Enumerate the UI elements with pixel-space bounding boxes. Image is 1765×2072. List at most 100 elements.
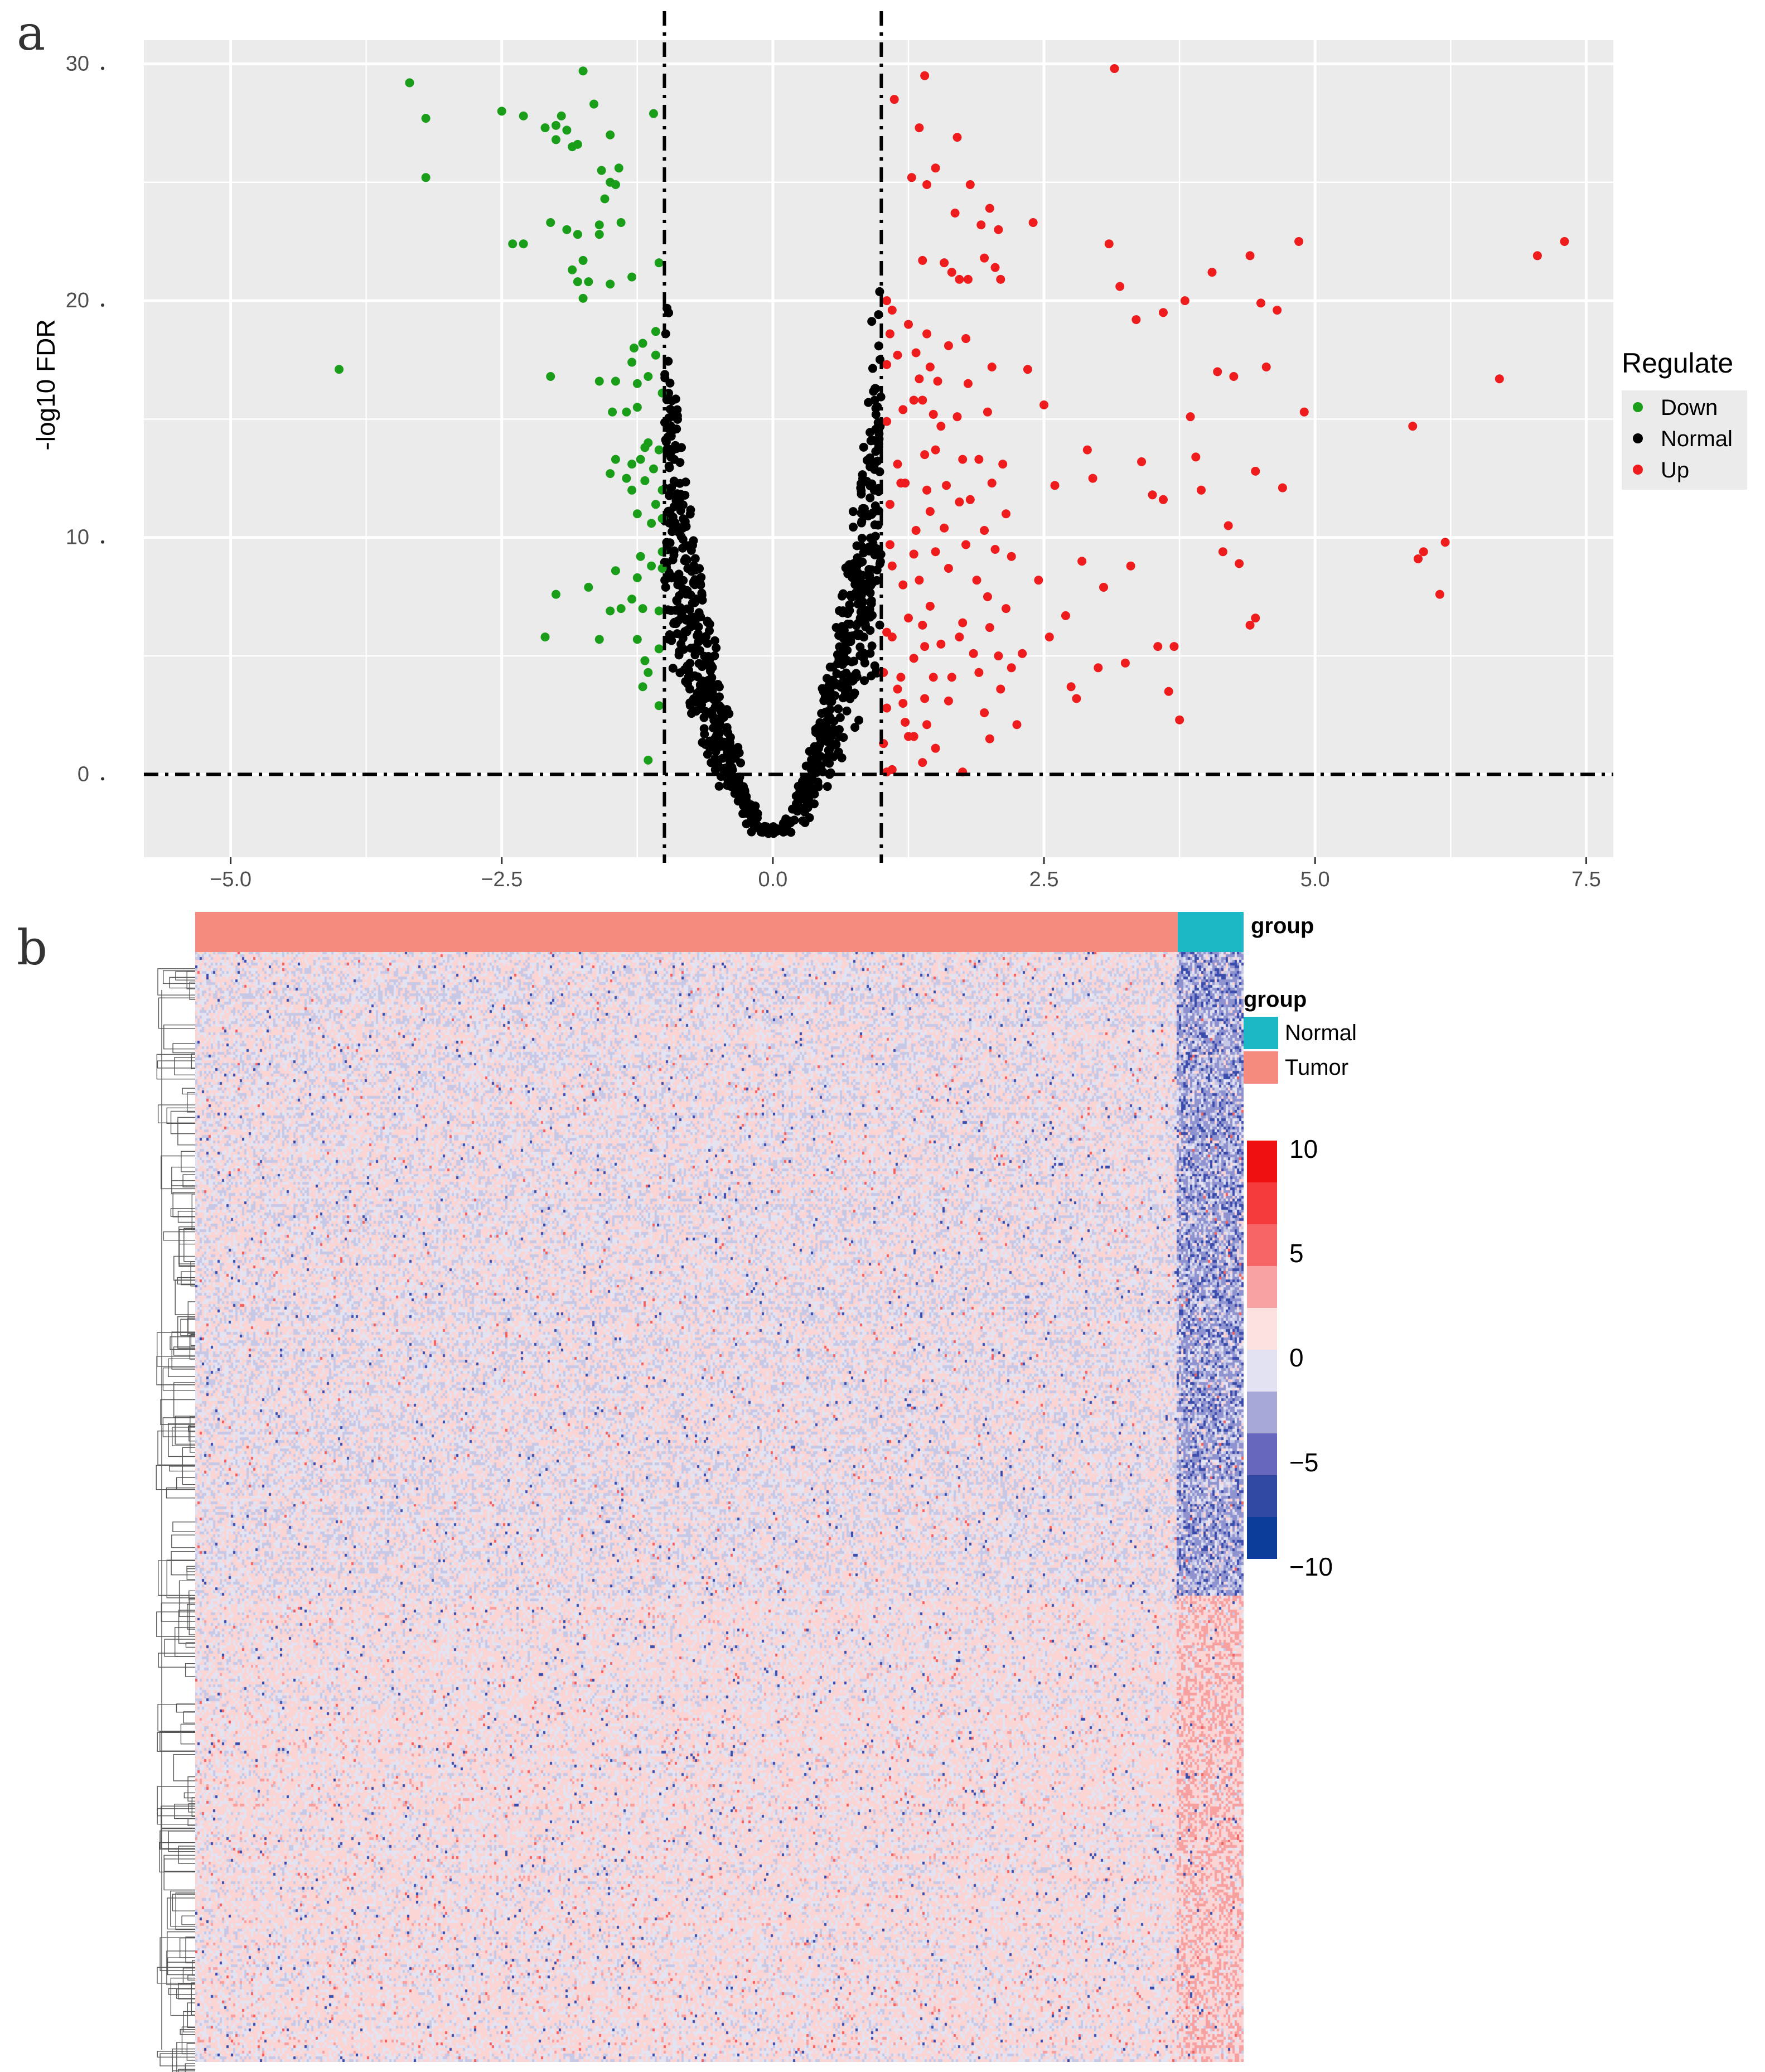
point-down (519, 239, 528, 249)
point-normal (666, 606, 676, 615)
point-normal (846, 637, 855, 646)
point-up (952, 133, 962, 142)
dendrogram-branch (187, 1603, 195, 1630)
point-down (627, 272, 637, 282)
dendrogram-branch (158, 1842, 195, 1873)
point-up (1180, 296, 1189, 306)
point-up (1245, 620, 1255, 630)
row-dendrogram (156, 968, 195, 2072)
color-scale-step (1247, 1266, 1277, 1308)
point-up (1532, 251, 1542, 260)
point-up (920, 694, 930, 703)
point-down (611, 180, 620, 190)
group-legend-title: group (1244, 987, 1307, 1012)
point-up (887, 561, 897, 571)
point-normal (697, 662, 707, 672)
point-up (931, 163, 940, 173)
dendrogram-branch (171, 1180, 195, 1186)
point-normal (816, 752, 825, 761)
point-normal (812, 767, 821, 777)
point-down (636, 455, 645, 464)
point-normal (705, 736, 714, 746)
point-normal (710, 636, 719, 645)
point-down (497, 107, 506, 116)
point-up (985, 623, 994, 632)
dendrogram-branch (183, 1792, 195, 1799)
point-up (922, 485, 932, 495)
dendrogram-branch (185, 2063, 195, 2072)
point-down (654, 606, 664, 616)
point-up (915, 576, 924, 585)
point-normal (856, 541, 865, 550)
dendrogram-branch (188, 1426, 195, 1432)
dendrogram-branch (173, 1382, 195, 1418)
point-normal (685, 509, 695, 519)
point-normal (715, 719, 724, 729)
point-normal (861, 509, 871, 518)
point-up (893, 460, 902, 469)
point-normal (860, 676, 869, 685)
point-normal (676, 443, 686, 452)
y-tick-label: 30 (66, 52, 89, 75)
dendrogram-branch (175, 1627, 195, 1657)
dendrogram-branch (172, 1043, 195, 1054)
legend-label-normal: Normal (1661, 427, 1733, 451)
point-up (898, 580, 908, 590)
point-normal (710, 765, 720, 774)
point-up (922, 720, 932, 730)
point-up (882, 360, 892, 369)
point-normal (719, 713, 728, 722)
point-normal (668, 527, 677, 537)
dendrogram-branch (167, 1897, 195, 1930)
point-up (1273, 306, 1282, 315)
point-down (616, 604, 626, 614)
point-normal (714, 781, 724, 791)
point-up (1115, 282, 1125, 291)
threshold-lines (144, 11, 1613, 863)
point-up (896, 673, 906, 682)
point-normal (859, 442, 868, 452)
point-normal (685, 684, 695, 694)
dendrogram-branch (191, 1982, 195, 2016)
dendrogram-branch (178, 1229, 195, 1266)
point-normal (830, 691, 840, 701)
point-down (627, 460, 637, 469)
dendrogram-branch (178, 1243, 195, 1267)
point-up (974, 668, 984, 677)
point-normal (845, 560, 854, 569)
y-tick-mark (101, 66, 104, 70)
point-up (1419, 547, 1428, 557)
point-up (929, 673, 938, 682)
point-down (622, 407, 631, 417)
point-normal (845, 620, 855, 629)
dendrogram-branch (185, 1936, 195, 1964)
point-normal (822, 674, 831, 683)
group-legend-normal-label: Normal (1285, 1020, 1357, 1045)
point-down (578, 293, 588, 303)
point-normal (699, 713, 709, 722)
dendrogram-branch (175, 1279, 195, 1315)
dendrogram-branch (172, 1192, 195, 1218)
point-up (1251, 614, 1260, 623)
point-normal (865, 567, 874, 576)
point-up (1131, 315, 1141, 325)
point-down (508, 239, 518, 249)
point-down (654, 644, 664, 654)
point-normal (800, 790, 810, 800)
point-up (1261, 363, 1271, 371)
point-up (963, 379, 973, 388)
scale-label-neg10: −10 (1289, 1552, 1333, 1581)
dendrogram-branch (177, 1316, 195, 1349)
point-normal (707, 706, 717, 716)
dendrogram-branch (158, 1653, 195, 1668)
dendrogram-branch (163, 1024, 195, 1050)
point-down (557, 111, 566, 120)
point-normal (871, 532, 880, 541)
point-normal (857, 587, 866, 597)
point-up (1001, 509, 1010, 519)
scale-label-0: 0 (1289, 1343, 1304, 1372)
point-normal (867, 671, 876, 680)
point-normal (723, 750, 732, 759)
point-normal (871, 410, 881, 419)
